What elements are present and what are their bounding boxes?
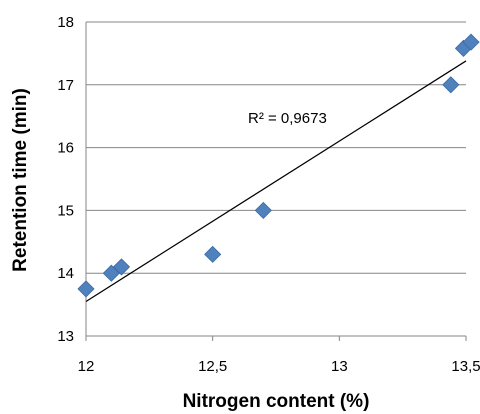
y-tick-label: 17 (57, 77, 74, 94)
y-tick-label: 18 (57, 14, 74, 31)
x-tick-labels: 12 12,5 13 13,5 (78, 336, 480, 375)
y-tick-label: 13 (57, 328, 74, 345)
data-point (254, 201, 272, 219)
data-point (442, 76, 460, 94)
y-tick-label: 15 (57, 202, 74, 219)
y-tick-label: 14 (57, 265, 74, 282)
y-tick-labels: 13 14 15 16 17 18 (57, 14, 74, 345)
data-point (462, 33, 480, 51)
trendline (85, 60, 467, 302)
y-tick-label: 16 (57, 140, 74, 157)
x-tick-label: 13 (331, 358, 348, 375)
r-squared-label: R² = 0,9673 (248, 110, 327, 127)
x-tick-label: 12 (78, 358, 95, 375)
x-tick-label: 13,5 (451, 358, 480, 375)
y-axis-title: Retention time (min) (10, 88, 31, 272)
data-points (77, 33, 480, 298)
data-point (77, 280, 95, 298)
data-point (204, 245, 222, 263)
data-point (112, 258, 131, 276)
x-axis-title: Nitrogen content (%) (183, 391, 370, 412)
grid-lines (86, 21, 466, 274)
x-tick-label: 12,5 (198, 358, 227, 375)
